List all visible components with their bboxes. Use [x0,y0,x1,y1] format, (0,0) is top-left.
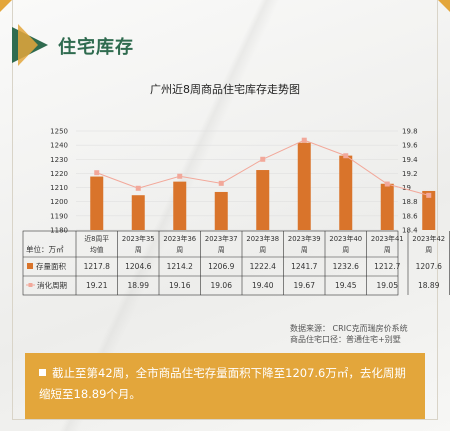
bar [339,155,353,230]
source-line: 数据来源： CRIC克而瑞房价系统 [290,324,408,333]
y-right-tick-label: 18.8 [402,198,418,206]
category-label: 2023年36 [163,234,196,243]
table-value-area: 1204.6 [125,262,151,271]
category-label: 周 [176,246,183,254]
table-value-area: 1207.6 [416,262,442,271]
category-label: 2023年37 [205,234,238,243]
table-value-area: 1222.4 [250,262,276,271]
legend-label-line: 消化周期 [37,280,67,290]
bar [173,181,187,230]
data-table-border [22,230,399,296]
section-title: 住宅库存 [58,37,134,58]
corner-decoration-right [438,0,450,12]
source-note: 数据来源： CRIC克而瑞房价系统 商品住宅口径：普通住宅+别墅 [290,323,408,345]
table-value-area: 1232.6 [333,262,359,271]
category-label: 周 [135,246,142,254]
table-value-cycle: 19.06 [211,281,233,290]
category-label: 2023年35 [122,234,155,243]
table-value-area: 1241.7 [291,262,317,271]
table-value-cycle: 19.67 [294,281,316,290]
table-value-area: 1217.8 [84,262,110,271]
table-value-area: 1214.2 [167,262,193,271]
line-point [135,185,141,191]
category-label: 2023年42 [412,234,445,243]
table-value-cycle: 19.05 [377,281,399,290]
table-value-cycle: 19.40 [252,281,274,290]
category-label: 2023年39 [288,234,321,243]
chart-title: 广州近8周商品住宅库存走势图 [150,83,300,96]
y-right-tick-label: 18.4 [402,227,418,235]
bullet-icon [39,369,46,376]
bar [297,142,311,230]
page-frame [12,0,438,420]
bar [131,195,145,230]
y-right-tick-label: 19.8 [402,128,418,136]
y-right-tick-label: 18.6 [402,212,418,220]
category-label: 周 [259,246,266,254]
table-value-area: 1206.9 [208,262,234,271]
line-point [94,170,100,176]
category-label: 2023年41 [371,234,404,243]
y-right-tick-label: 19 [402,184,411,192]
category-label: 周 [342,246,349,254]
bar [256,170,270,230]
line-point [301,137,307,143]
category-label: 2023年38 [246,234,279,243]
table-value-cycle: 19.45 [335,281,357,290]
legend-swatch-bar [27,263,33,269]
category-label: 近8周平 [84,234,109,243]
line-point [384,181,390,187]
line-point [343,153,349,159]
bar [422,190,436,230]
y-left-tick-label: 1210 [50,184,68,192]
y-left-tick-label: 1180 [50,227,68,235]
y-left-tick-label: 1240 [50,142,68,150]
y-right-tick-label: 19.2 [402,170,418,178]
bar [90,176,104,230]
table-value-cycle: 18.89 [418,281,440,290]
line-point [218,180,224,186]
table-value-cycle: 18.99 [128,281,150,290]
summary-box: 截止至第42周，全市商品住宅存量面积下降至1207.6万㎡，去化周期缩短至18.… [25,353,425,419]
category-label: 2023年40 [329,234,362,243]
y-left-tick-label: 1220 [50,170,68,178]
category-label: 周 [301,246,308,254]
line-point [260,156,266,162]
category-label: 均值 [90,245,104,254]
line-point [177,173,183,179]
corner-decoration-left [0,0,12,12]
y-left-tick-label: 1250 [50,128,68,136]
summary-text: 截止至第42周，全市商品住宅存量面积下降至1207.6万㎡，去化周期缩短至18.… [39,366,406,401]
y-right-tick-label: 19.4 [402,156,418,164]
bar [214,191,228,230]
table-value-cycle: 19.16 [169,281,191,290]
line-point [426,192,432,198]
y-left-tick-label: 1200 [50,198,68,206]
unit-label: 单位：万㎡ [26,244,64,254]
y-left-tick-label: 1190 [50,212,68,220]
scope-line: 商品住宅口径：普通住宅+别墅 [290,335,401,344]
y-left-tick-label: 1230 [50,156,68,164]
category-label: 周 [425,246,432,254]
y-right-tick-label: 19.6 [402,142,418,150]
legend-marker-line [28,283,33,287]
bar [380,183,394,230]
table-value-cycle: 19.21 [86,281,108,290]
legend-label-bar: 存量面积 [36,261,66,271]
category-label: 周 [218,246,225,254]
table-value-area: 1212.7 [374,262,400,271]
category-label: 周 [384,246,391,254]
